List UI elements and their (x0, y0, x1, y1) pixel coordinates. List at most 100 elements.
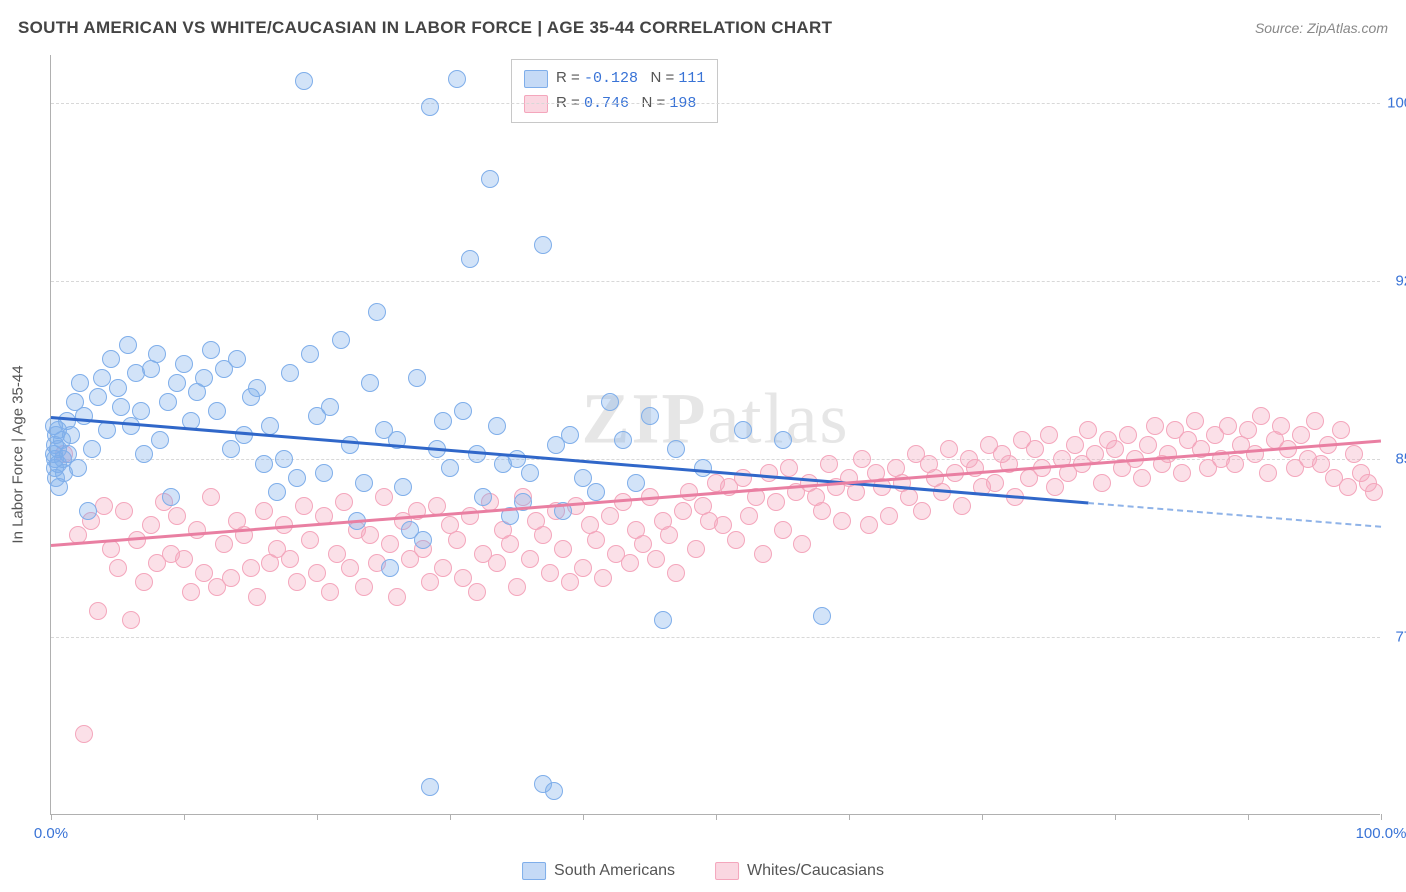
data-point-pink (813, 502, 831, 520)
data-point-blue (168, 374, 186, 392)
data-point-blue (448, 70, 466, 88)
xtick (1248, 814, 1249, 820)
xtick (583, 814, 584, 820)
data-point-blue (774, 431, 792, 449)
stats-legend: R = -0.128 N = 111R = 0.746 N = 198 (511, 59, 718, 123)
data-point-blue (534, 236, 552, 254)
xtick (51, 814, 52, 820)
data-point-pink (594, 569, 612, 587)
data-point-blue (79, 502, 97, 520)
data-point-pink (142, 516, 160, 534)
data-point-blue (98, 421, 116, 439)
chart-title: SOUTH AMERICAN VS WHITE/CAUCASIAN IN LAB… (18, 18, 832, 38)
data-point-blue (641, 407, 659, 425)
data-point-pink (341, 559, 359, 577)
source-label: Source: ZipAtlas.com (1255, 20, 1388, 36)
data-point-blue (441, 459, 459, 477)
data-point-pink (461, 507, 479, 525)
data-point-blue (135, 445, 153, 463)
data-point-blue (47, 426, 65, 444)
data-point-pink (1173, 464, 1191, 482)
data-point-blue (132, 402, 150, 420)
xtick (1115, 814, 1116, 820)
data-point-blue (654, 611, 672, 629)
data-point-pink (1332, 421, 1350, 439)
data-point-pink (674, 502, 692, 520)
data-point-blue (202, 341, 220, 359)
data-point-pink (381, 535, 399, 553)
data-point-blue (813, 607, 831, 625)
data-point-blue (315, 464, 333, 482)
data-point-pink (767, 493, 785, 511)
data-point-pink (222, 569, 240, 587)
data-point-pink (774, 521, 792, 539)
data-point-pink (361, 526, 379, 544)
data-point-pink (281, 550, 299, 568)
data-point-pink (328, 545, 346, 563)
data-point-pink (667, 564, 685, 582)
data-point-pink (195, 564, 213, 582)
data-point-pink (288, 573, 306, 591)
data-point-pink (521, 550, 539, 568)
data-point-blue (112, 398, 130, 416)
xtick (184, 814, 185, 820)
data-point-pink (1252, 407, 1270, 425)
data-point-pink (986, 474, 1004, 492)
data-point-blue (545, 782, 563, 800)
data-point-pink (1046, 478, 1064, 496)
data-point-pink (1026, 440, 1044, 458)
stats-legend-text: R = -0.128 N = 111 (556, 66, 705, 91)
data-point-pink (1306, 412, 1324, 430)
data-point-pink (301, 531, 319, 549)
data-point-blue (421, 98, 439, 116)
data-point-pink (561, 573, 579, 591)
data-point-blue (208, 402, 226, 420)
data-point-pink (168, 507, 186, 525)
data-point-pink (1086, 445, 1104, 463)
data-point-pink (1186, 412, 1204, 430)
data-point-pink (621, 554, 639, 572)
y-axis-label: In Labor Force | Age 35-44 (10, 365, 27, 543)
data-point-blue (109, 379, 127, 397)
trendline-blue-dashed (1088, 502, 1381, 528)
data-point-blue (46, 459, 64, 477)
data-point-pink (1365, 483, 1383, 501)
data-point-pink (355, 578, 373, 596)
ytick-label: 77.5% (1384, 628, 1406, 645)
data-point-blue (248, 379, 266, 397)
legend-label-blue: South Americans (554, 862, 675, 880)
data-point-pink (554, 540, 572, 558)
data-point-blue (222, 440, 240, 458)
data-point-pink (109, 559, 127, 577)
data-point-pink (421, 573, 439, 591)
gridline (51, 637, 1380, 638)
data-point-pink (115, 502, 133, 520)
data-point-pink (1219, 417, 1237, 435)
data-point-pink (660, 526, 678, 544)
data-point-pink (202, 488, 220, 506)
data-point-blue (627, 474, 645, 492)
data-point-blue (461, 250, 479, 268)
data-point-blue (434, 412, 452, 430)
data-point-pink (1146, 417, 1164, 435)
data-point-pink (853, 450, 871, 468)
data-point-pink (175, 550, 193, 568)
data-point-blue (614, 431, 632, 449)
xtick-label: 100.0% (1356, 825, 1406, 842)
data-point-pink (1139, 436, 1157, 454)
data-point-pink (295, 497, 313, 515)
xtick (450, 814, 451, 820)
data-point-blue (508, 450, 526, 468)
gridline (51, 459, 1380, 460)
data-point-blue (521, 464, 539, 482)
data-point-pink (89, 602, 107, 620)
data-point-blue (159, 393, 177, 411)
data-point-pink (714, 516, 732, 534)
data-point-blue (474, 488, 492, 506)
data-point-blue (71, 374, 89, 392)
data-point-blue (119, 336, 137, 354)
stats-legend-row: R = -0.128 N = 111 (524, 66, 705, 91)
data-point-blue (162, 488, 180, 506)
data-point-pink (940, 440, 958, 458)
data-point-pink (880, 507, 898, 525)
